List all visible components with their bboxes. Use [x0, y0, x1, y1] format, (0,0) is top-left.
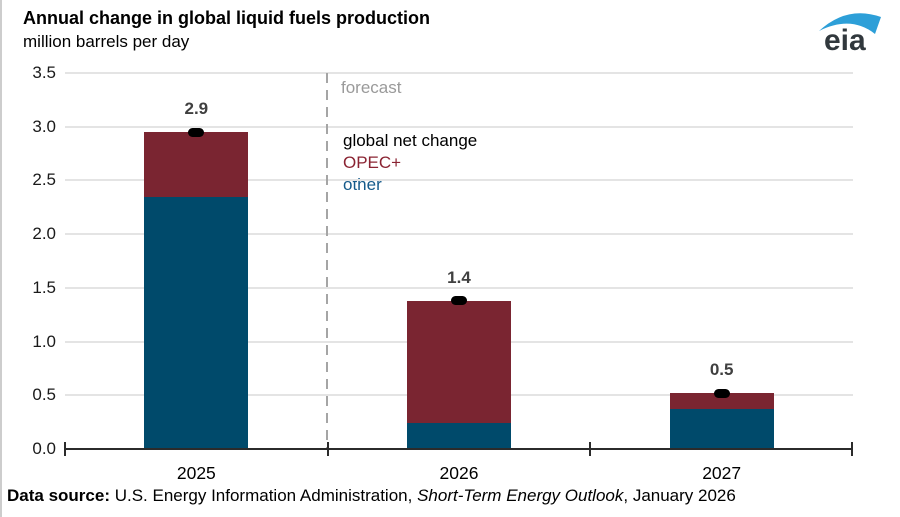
y-tick-label-1.5: 1.5 [32, 277, 56, 297]
legend: global net change OPEC+ other [343, 130, 477, 196]
bar-segment-other-2025 [144, 196, 249, 449]
y-tick-label-1.0: 1.0 [32, 331, 56, 351]
y-tick-label-0.5: 0.5 [32, 385, 56, 405]
legend-item-opec-plus: OPEC+ [343, 153, 402, 172]
chart-title: Annual change in global liquid fuels pro… [23, 8, 430, 28]
y-tick-label-0.0: 0.0 [32, 439, 56, 458]
y-tick-label-3.0: 3.0 [32, 116, 56, 136]
eia-logo: eia [817, 7, 887, 57]
eia-logo-text: eia [824, 24, 866, 52]
y-tick-label-2.5: 2.5 [32, 170, 56, 190]
data-source-publication: Short-Term Energy Outlook [417, 486, 624, 505]
bar-segment-OPEC+-2025 [144, 132, 249, 197]
x-axis-label-2025: 2025 [176, 463, 216, 483]
forecast-label: forecast [341, 78, 402, 97]
data-source-prefix: Data source: [7, 486, 110, 505]
net-change-marker-2025 [188, 127, 205, 137]
net-change-marker-2027 [713, 388, 730, 398]
net-change-marker-2026 [451, 296, 467, 306]
x-axis-tick-0 [64, 442, 66, 456]
eia-logo-svg: eia [819, 13, 881, 57]
value-label-2026: 1.4 [447, 267, 471, 287]
value-label-2027: 0.5 [709, 360, 734, 380]
chart-subtitle: million barrels per day [23, 32, 190, 51]
y-tick-label-3.5: 3.5 [32, 63, 56, 82]
bar-segment-other-2026 [407, 423, 511, 449]
data-source-text: U.S. Energy Information Administration, [109, 486, 418, 505]
x-axis-tick-3 [850, 442, 853, 456]
gridline-2.5 [65, 179, 853, 182]
legend-item-other: other [343, 175, 382, 194]
x-axis-tick-1 [326, 442, 329, 456]
legend-item-global-net-change: global net change [343, 131, 478, 150]
forecast-divider [325, 73, 328, 449]
eia-logo-swoosh-icon [819, 13, 881, 34]
left-border [0, 0, 2, 517]
x-axis-line [65, 448, 853, 450]
gridline-2.0 [65, 233, 853, 236]
bar-segment-other-2027 [669, 409, 774, 449]
x-axis-tick-2 [589, 442, 592, 456]
data-source: Data source: U.S. Energy Information Adm… [7, 486, 736, 506]
value-label-2025: 2.9 [184, 99, 209, 119]
gridline-1.5 [65, 286, 853, 289]
x-axis-label-2027: 2027 [702, 463, 742, 483]
bar-segment-OPEC+-2027 [669, 393, 774, 410]
y-tick-label-2.0: 2.0 [32, 224, 56, 244]
gridline-3.0 [65, 125, 853, 128]
gridline-3.5 [65, 72, 853, 74]
x-axis-label-2026: 2026 [439, 463, 479, 483]
bar-segment-OPEC+-2026 [407, 300, 511, 424]
data-source-date: , January 2026 [623, 486, 736, 505]
